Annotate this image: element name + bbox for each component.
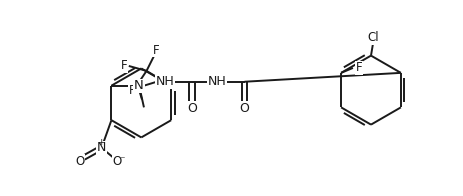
Text: F: F <box>128 84 135 97</box>
Text: +: + <box>97 138 104 147</box>
Text: F: F <box>153 44 160 57</box>
Text: O: O <box>188 102 197 115</box>
Text: F: F <box>120 59 127 73</box>
Text: NH: NH <box>207 75 226 88</box>
Text: N: N <box>134 79 144 92</box>
Text: O: O <box>113 155 122 168</box>
Text: F: F <box>356 61 362 74</box>
Text: NH: NH <box>155 75 174 88</box>
Text: N: N <box>97 141 106 154</box>
Text: ⁻: ⁻ <box>119 156 125 166</box>
Text: Cl: Cl <box>367 31 379 44</box>
Text: O: O <box>75 155 84 168</box>
Text: O: O <box>239 102 250 115</box>
